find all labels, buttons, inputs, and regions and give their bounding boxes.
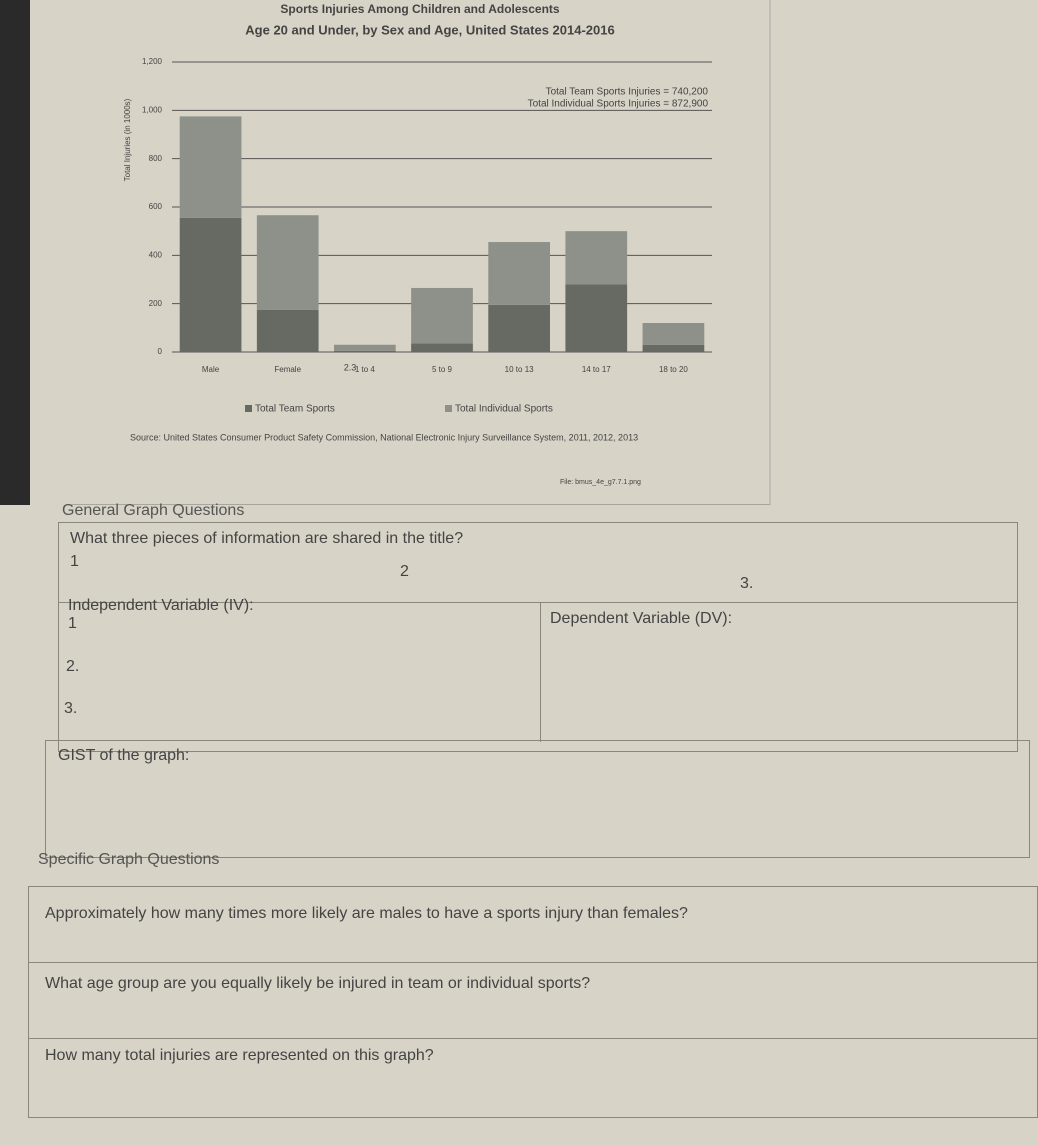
bar-segment [256,309,319,352]
y-axis-label: Total Injuries (in 1000s) [123,98,132,181]
bar-segment [411,343,473,352]
iv-label: Independent Variable (IV): [68,597,254,614]
y-tick-label: 0 [158,347,163,356]
annotation: Total Team Sports Injuries = 740,200 [546,87,709,98]
chart-subtitle: Age 20 and Under, by Sex and Age, United… [245,22,614,37]
chart-title: Sports Injuries Among Children and Adole… [280,2,559,16]
legend-swatch [245,405,252,412]
answer-number: 2 [400,563,409,580]
legend-swatch [445,405,452,412]
y-tick-label: 400 [149,250,163,259]
y-tick-label: 800 [149,154,163,163]
annotation: Total Individual Sports Injuries = 872,9… [528,99,709,110]
gist-box [45,740,1030,858]
x-tick-label: 1 to 4 [355,365,376,374]
bar-segment [411,287,473,344]
x-tick-label: Female [274,365,301,374]
answer-number: 3. [64,700,78,717]
bar-segment [565,284,628,352]
y-tick-label: 600 [149,202,163,211]
source: Source: United States Consumer Product S… [130,432,638,442]
section-heading: General Graph Questions [62,502,245,519]
bar-segment [179,217,242,352]
bar-segment [488,304,550,352]
annotation: 2.3 [344,362,357,372]
divider [28,1038,1038,1039]
bar-segment [256,215,319,310]
bar-segment [334,344,396,351]
gist-label: GIST of the graph: [58,747,190,764]
bar-segment [642,323,705,345]
y-tick-label: 200 [149,299,163,308]
x-tick-label: 5 to 9 [432,365,453,374]
answer-number: 2. [66,658,80,675]
legend-label: Total Individual Sports [455,404,553,415]
bar-segment [565,231,628,285]
y-tick-label: 1,200 [142,57,163,66]
question: How many total injuries are represented … [45,1047,434,1064]
divider [540,602,541,742]
file-name: File: bmus_4e_g7.7.1.png [560,479,641,486]
question: Approximately how many times more likely… [45,905,688,922]
dv-label: Dependent Variable (DV): [550,610,733,627]
answer-number: 1 [68,615,77,632]
x-tick-label: 18 to 20 [659,365,688,374]
divider [28,962,1038,963]
bar-segment [642,344,705,352]
legend-label: Total Team Sports [255,404,335,415]
chart: Sports Injuries Among Children and Adole… [0,0,771,505]
bar-segment [334,350,396,352]
y-tick-label: 1,000 [142,105,163,114]
x-tick-label: Male [202,365,220,374]
bar-segment [179,116,242,218]
question: What three pieces of information are sha… [70,530,464,547]
answer-number: 3. [740,575,754,592]
photo-edge [0,0,30,505]
section-heading: Specific Graph Questions [38,851,220,868]
question: What age group are you equally likely be… [45,975,591,992]
bar-segment [488,242,550,305]
x-tick-label: 14 to 17 [582,365,611,374]
answer-number: 1 [70,553,79,570]
divider [58,602,1018,603]
x-tick-label: 10 to 13 [505,365,534,374]
question-box [58,522,1018,752]
